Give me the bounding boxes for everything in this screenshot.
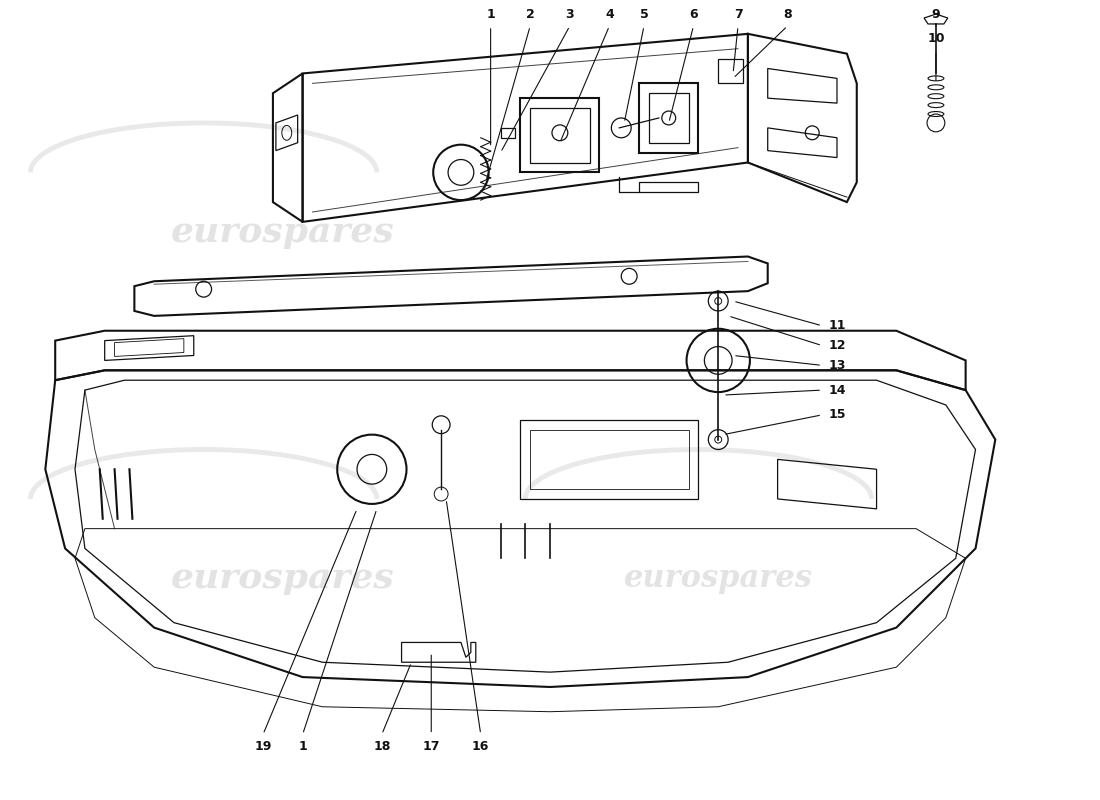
Text: 18: 18 [373, 740, 390, 753]
Text: 4: 4 [605, 7, 614, 21]
Text: 7: 7 [734, 7, 742, 21]
Text: 14: 14 [828, 384, 846, 397]
Text: 10: 10 [927, 32, 945, 46]
Text: 17: 17 [422, 740, 440, 753]
Text: 2: 2 [526, 7, 535, 21]
Text: 11: 11 [828, 319, 846, 332]
Text: 1: 1 [486, 7, 495, 21]
Text: 6: 6 [690, 7, 697, 21]
Text: 15: 15 [828, 408, 846, 422]
Text: 9: 9 [932, 7, 940, 21]
Text: 16: 16 [472, 740, 490, 753]
Text: 19: 19 [254, 740, 272, 753]
Text: 1: 1 [298, 740, 307, 753]
Text: eurospares: eurospares [624, 562, 813, 594]
Text: 3: 3 [565, 7, 574, 21]
Text: eurospares: eurospares [170, 561, 395, 595]
Text: 5: 5 [639, 7, 648, 21]
Text: 13: 13 [828, 359, 846, 372]
Text: 8: 8 [783, 7, 792, 21]
Text: 12: 12 [828, 339, 846, 352]
Text: eurospares: eurospares [170, 214, 395, 249]
